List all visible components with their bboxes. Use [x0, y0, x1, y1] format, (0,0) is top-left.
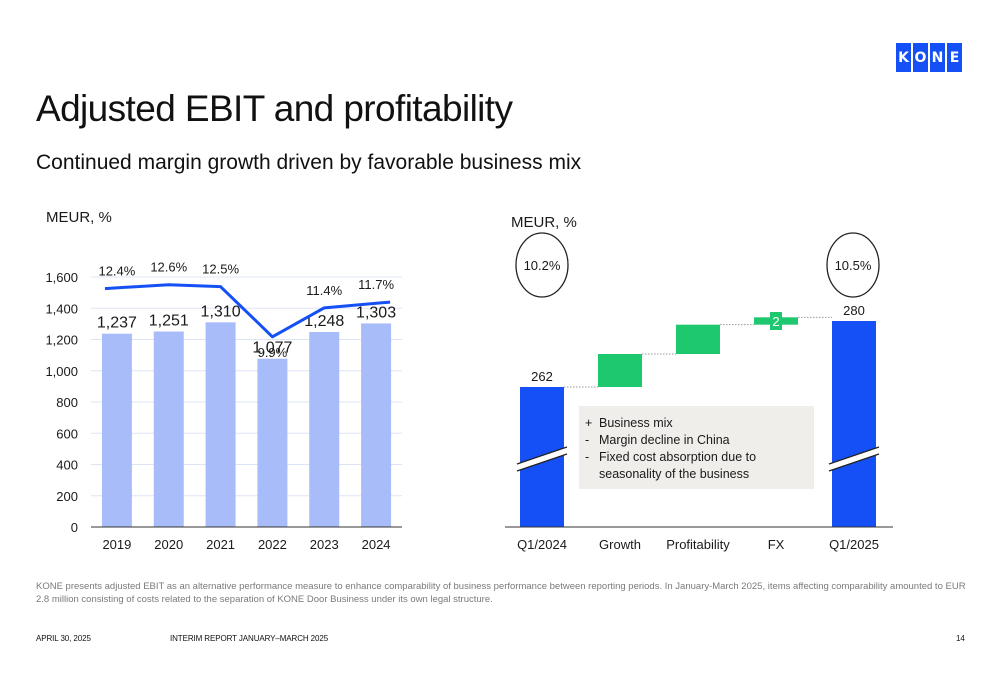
page-title: Adjusted EBIT and profitability [36, 88, 513, 129]
logo-letter: O [913, 43, 928, 72]
bar-2020 [153, 331, 184, 527]
bar-value-label: 1,310 [201, 303, 241, 320]
bar-value-label: 280 [843, 303, 865, 318]
bar-value-label: 1,077 [252, 340, 292, 357]
x-tick-label: Q1/2024 [517, 537, 567, 552]
axis-break-mark [828, 446, 880, 472]
margin-line [104, 283, 391, 339]
bar-Growth [598, 354, 642, 387]
y-tick-label: 0 [71, 520, 78, 535]
logo-letter: K [896, 43, 911, 72]
y-unit-label: MEUR, % [511, 214, 577, 231]
y-tick-label: 1,000 [45, 364, 78, 379]
margin-label: 9.9% [258, 345, 288, 360]
x-tick-label: 2020 [154, 537, 183, 552]
commentary-text: Business mix [599, 416, 673, 430]
commentary-text: seasonality of the business [599, 467, 749, 481]
bar-2024 [361, 323, 392, 527]
axis-break-line [828, 446, 880, 465]
x-tick-label: 2023 [310, 537, 339, 552]
y-tick-label: 800 [56, 395, 78, 410]
commentary-box [579, 406, 814, 489]
x-tick-label: 2022 [258, 537, 287, 552]
margin-label: 11.4% [306, 283, 342, 298]
bar-value-label: 1,248 [304, 313, 344, 330]
logo-letter: N [930, 43, 945, 72]
bar-value-label: 262 [531, 369, 553, 384]
y-tick-label: 200 [56, 489, 78, 504]
commentary-text: Fixed cost absorption due to [599, 450, 756, 464]
x-tick-label: Q1/2025 [829, 537, 879, 552]
commentary-bullet: + [585, 416, 592, 430]
x-tick-label: FX [768, 537, 785, 552]
footer-page-number: 14 [956, 634, 965, 643]
bar-value-label: 1,303 [356, 304, 396, 321]
bar-2023 [309, 332, 340, 527]
step-value-label: 2 [772, 314, 779, 329]
margin-label: 10.2% [524, 258, 561, 273]
y-tick-label: 1,400 [45, 301, 78, 316]
commentary-text: Margin decline in China [599, 433, 730, 447]
x-tick-label: 2019 [102, 537, 131, 552]
bar-value-label: 1,251 [149, 313, 189, 330]
x-tick-label: Profitability [666, 537, 730, 552]
x-tick-label: Growth [599, 537, 641, 552]
axis-break-line [516, 446, 568, 465]
bar-value-label: 1,237 [97, 315, 137, 332]
y-unit-label: MEUR, % [46, 209, 112, 226]
bar-Q1/2025 [832, 321, 876, 527]
axis-break-gap [517, 447, 567, 471]
axis-break-line [516, 453, 568, 472]
bar-2019 [101, 333, 132, 527]
y-tick-label: 600 [56, 426, 78, 441]
kone-logo: K O N E [896, 43, 962, 72]
page-subtitle: Continued margin growth driven by favora… [36, 151, 582, 174]
step-label-box [770, 312, 782, 330]
y-tick-label: 400 [56, 458, 78, 473]
footer-report-title: INTERIM REPORT JANUARY–MARCH 2025 [170, 634, 329, 643]
margin-label: 11.7% [358, 277, 394, 292]
x-tick-label: 2024 [362, 537, 391, 552]
logo-letter: E [947, 43, 962, 72]
margin-label: 12.4% [98, 264, 135, 279]
x-tick-label: 2021 [206, 537, 235, 552]
annual-ebit-chart: MEUR, % 0 200 400 600 800 1,000 1,200 1,400 1,600… [45, 209, 402, 552]
y-tick-label: 1,600 [45, 270, 78, 285]
bar-Profitability [676, 324, 720, 354]
commentary-bullet: - [585, 433, 589, 447]
margin-label: 10.5% [835, 258, 872, 273]
axis-break-line [828, 453, 880, 472]
footer-date: APRIL 30, 2025 [36, 634, 91, 643]
axis-break-gap [829, 447, 879, 471]
margin-circle [826, 232, 880, 298]
margin-label: 12.6% [150, 260, 187, 275]
bar-2022 [257, 358, 288, 527]
y-tick-label: 1,200 [45, 333, 78, 348]
bar-2021 [205, 322, 236, 527]
margin-label: 12.5% [202, 262, 239, 277]
commentary-bullet: - [585, 450, 589, 464]
margin-circle [515, 232, 569, 298]
footnote: KONE presents adjusted EBIT as an altern… [36, 581, 966, 605]
ebit-bridge-chart: MEUR, % 262 2 280 10.2% 10.5% Q1/2024 Growth Pro… [505, 214, 893, 552]
axis-break-mark [516, 446, 568, 472]
